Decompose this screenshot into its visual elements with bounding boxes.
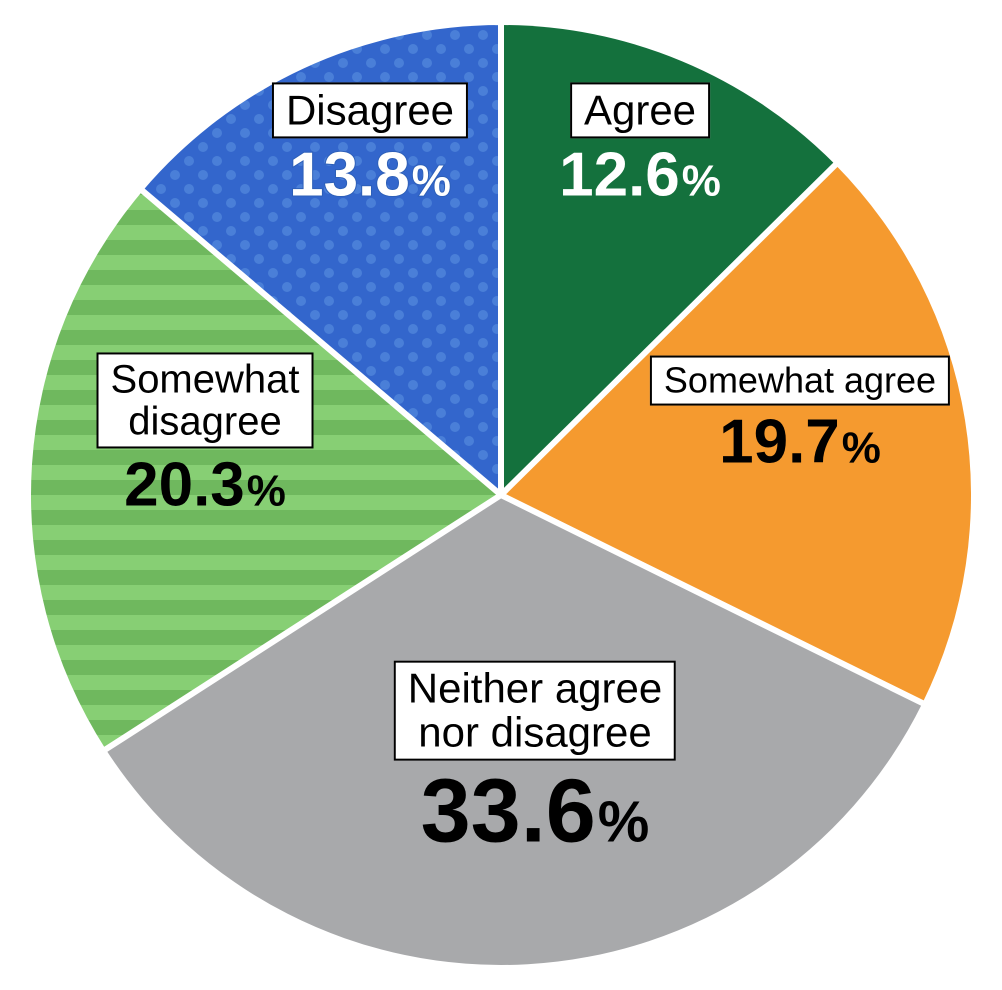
label-value-neither: 33.6% [394, 765, 676, 860]
label-value-somewhat-agree: 19.7% [650, 409, 950, 474]
label-neither: Neither agreenor disagree33.6% [394, 661, 676, 860]
label-somewhat-disagree: Somewhatdisagree20.3% [97, 352, 314, 517]
pie-chart-container: Agree12.6%Somewhat agree19.7%Neither agr… [0, 0, 1002, 990]
label-disagree: Disagree13.8% [272, 82, 468, 207]
percent-symbol: % [247, 468, 286, 514]
label-name-neither: Neither agreenor disagree [394, 661, 676, 761]
percent-symbol: % [682, 159, 721, 205]
label-value-agree: 12.6% [559, 143, 721, 208]
label-name-somewhat-agree: Somewhat agree [650, 356, 950, 406]
value-number-neither: 33.6 [421, 765, 596, 860]
label-value-disagree: 13.8% [272, 143, 468, 208]
label-name-agree: Agree [570, 82, 710, 138]
value-number-disagree: 13.8 [289, 143, 410, 208]
value-number-agree: 12.6 [559, 143, 680, 208]
label-value-somewhat-disagree: 20.3% [97, 452, 314, 517]
label-somewhat-agree: Somewhat agree19.7% [650, 356, 950, 475]
percent-symbol: % [842, 425, 881, 471]
value-number-somewhat-disagree: 20.3 [124, 452, 245, 517]
percent-symbol: % [598, 793, 650, 854]
label-name-disagree: Disagree [272, 82, 468, 138]
value-number-somewhat-agree: 19.7 [719, 409, 840, 474]
label-agree: Agree12.6% [559, 82, 721, 207]
label-name-somewhat-disagree: Somewhatdisagree [97, 352, 314, 448]
percent-symbol: % [412, 159, 451, 205]
